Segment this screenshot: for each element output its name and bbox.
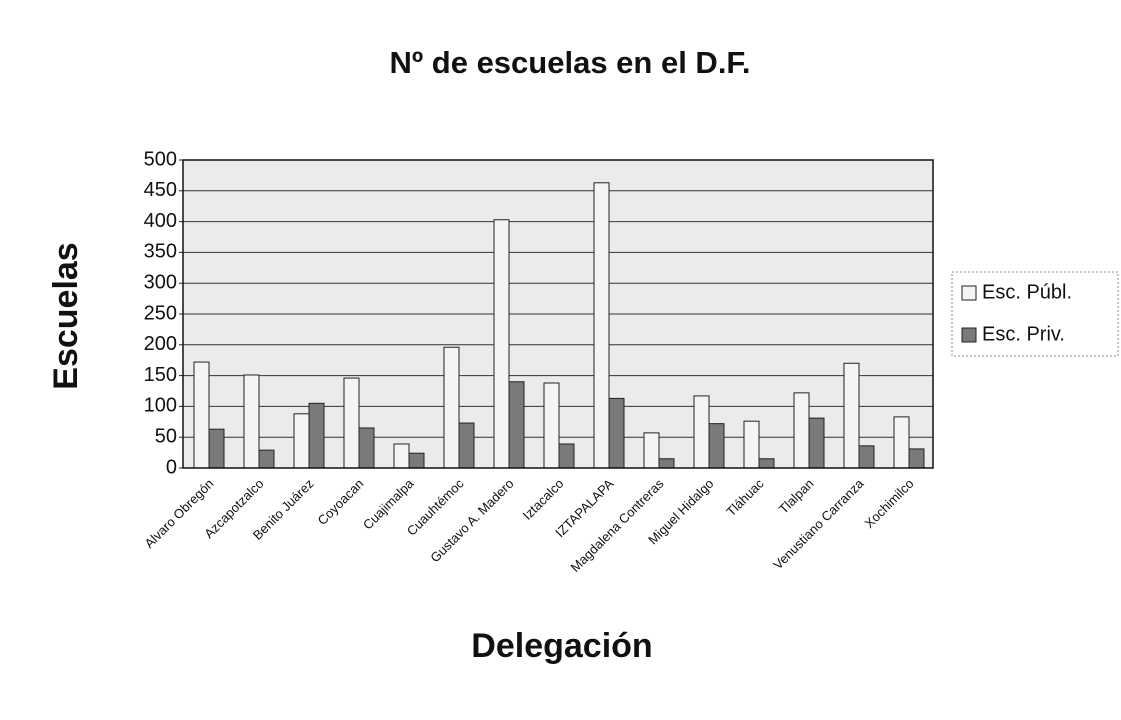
bar — [243, 374, 260, 469]
legend-swatch — [961, 285, 977, 301]
bar — [743, 420, 760, 469]
y-tick-label: 500 — [144, 148, 177, 170]
bar — [208, 428, 225, 469]
bar — [293, 413, 310, 469]
bar — [658, 458, 675, 469]
bar — [408, 452, 425, 469]
bar — [193, 361, 210, 469]
bar — [343, 377, 360, 469]
y-tick-label: 0 — [166, 456, 177, 478]
bar — [443, 346, 460, 469]
bar — [558, 443, 575, 469]
y-tick-label: 100 — [144, 395, 177, 417]
bar — [693, 395, 710, 469]
y-tick-label: 50 — [155, 425, 177, 447]
y-tick-label: 150 — [144, 364, 177, 386]
bar — [643, 432, 660, 469]
y-tick-label: 250 — [144, 302, 177, 324]
legend-box — [951, 271, 1119, 357]
bar — [493, 219, 510, 469]
bar — [508, 381, 525, 469]
bar — [543, 382, 560, 469]
bar — [393, 443, 410, 469]
x-axis-label: Delegación — [471, 627, 652, 665]
y-tick-label: 350 — [144, 241, 177, 263]
bar — [808, 417, 825, 469]
legend-label: Esc. Públ. — [982, 281, 1072, 303]
bar — [908, 448, 925, 469]
bar — [593, 182, 610, 469]
bar — [358, 427, 375, 469]
bar — [843, 362, 860, 469]
y-tick-label: 200 — [144, 333, 177, 355]
legend-label: Esc. Priv. — [982, 323, 1065, 345]
bar — [708, 423, 725, 469]
bar — [258, 449, 275, 469]
plot-border — [182, 159, 934, 469]
y-tick-label: 400 — [144, 210, 177, 232]
y-tick-label: 300 — [144, 271, 177, 293]
bar — [758, 458, 775, 469]
y-axis-label: Escuelas — [47, 242, 85, 389]
bar — [608, 397, 625, 469]
y-tick-label: 450 — [144, 179, 177, 201]
bar — [308, 402, 325, 469]
bar — [793, 392, 810, 469]
legend-swatch — [961, 327, 977, 343]
bar — [893, 416, 910, 469]
bar — [458, 422, 475, 469]
chart-title: Nº de escuelas en el D.F. — [389, 45, 750, 80]
bar — [858, 445, 875, 469]
